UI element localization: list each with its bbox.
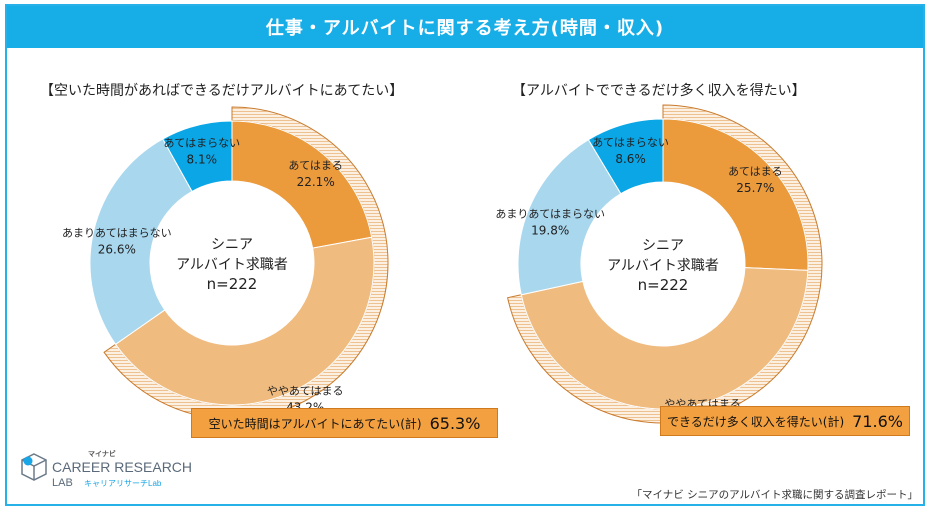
chart-1-slice-3 <box>89 138 193 345</box>
chart-1-title: 【空いた時間があればできるだけアルバイトにあてたい】 <box>40 83 404 99</box>
logo-line1: CAREER RESEARCH <box>52 459 192 475</box>
chart-1-slice-4-name: あてはまらない <box>164 137 241 150</box>
chart-2-total-callout: できるだけ多く収入を得たい(計) 71.6% <box>660 406 910 436</box>
chart-2-slice-1-value: 25.7% <box>736 181 774 195</box>
chart-2-slice-3-name: あまりあてはまらない <box>495 208 605 221</box>
chart-1-slice-4 <box>162 120 233 193</box>
chart-2-center-line-1: シニア <box>642 238 684 254</box>
chart-1-total-callout: 空いた時間はアルバイトにあてたい(計) 65.3% <box>191 408 498 438</box>
chart-1-center-line-1: シニア <box>211 237 253 253</box>
chart-1-slice-4-value: 8.1% <box>187 153 218 167</box>
source-note: 「マイナビ シニアのアルバイト求職に関する調査レポート」 <box>631 489 918 501</box>
chart-2-slice-1 <box>662 118 809 271</box>
chart-1-slice-1-value: 22.1% <box>297 175 335 189</box>
chart-2-slice-4-name: あてはまらない <box>592 136 669 149</box>
chart-1-slice-1-name: あてはまる <box>288 159 343 172</box>
career-research-lab-logo: マイナビ CAREER RESEARCH LAB キャリアリサーチLab <box>20 448 200 494</box>
chart-1-slice-3-name: あまりあてはまらない <box>62 226 172 239</box>
logo-lab-jp: キャリアリサーチLab <box>84 479 162 488</box>
chart-2-slice-2 <box>520 267 809 410</box>
page-title: 仕事・アルバイトに関する考え方(時間・収入) <box>7 6 923 48</box>
logo-small-text: マイナビ <box>88 449 116 458</box>
chart-1-slice-2-name: ややあてはまる <box>267 384 344 397</box>
chart-2-slice-4-value: 8.6% <box>615 152 646 166</box>
chart-1-center-line-3: n=222 <box>207 275 258 293</box>
chart-1-slice-2 <box>114 236 375 406</box>
chart-1-center-line-2: アルバイト求職者 <box>176 257 288 273</box>
logo-lab: LAB <box>52 477 73 489</box>
chart-1-slice-3-value: 26.6% <box>98 242 136 256</box>
chart-2-total-label: できるだけ多く収入を得たい(計) <box>667 414 845 429</box>
chart-2-title: 【アルバイトでできるだけ多く収入を得たい】 <box>512 83 806 99</box>
chart-2-total-value: 71.6% <box>852 411 903 431</box>
chart-2-slice-4 <box>587 118 664 195</box>
chart-2-center-line-3: n=222 <box>638 276 689 294</box>
chart-2-slice-3-value: 19.8% <box>531 224 569 238</box>
logo-mark: マイナビ CAREER RESEARCH LAB キャリアリサーチLab <box>21 449 192 489</box>
chart-1-total-label: 空いた時間はアルバイトにあてたい(計) <box>208 416 422 431</box>
chart-2-slice-1-name: あてはまる <box>728 165 783 178</box>
chart-1-total-value: 65.3% <box>429 413 481 433</box>
chart-2-center-line-2: アルバイト求職者 <box>607 258 719 274</box>
